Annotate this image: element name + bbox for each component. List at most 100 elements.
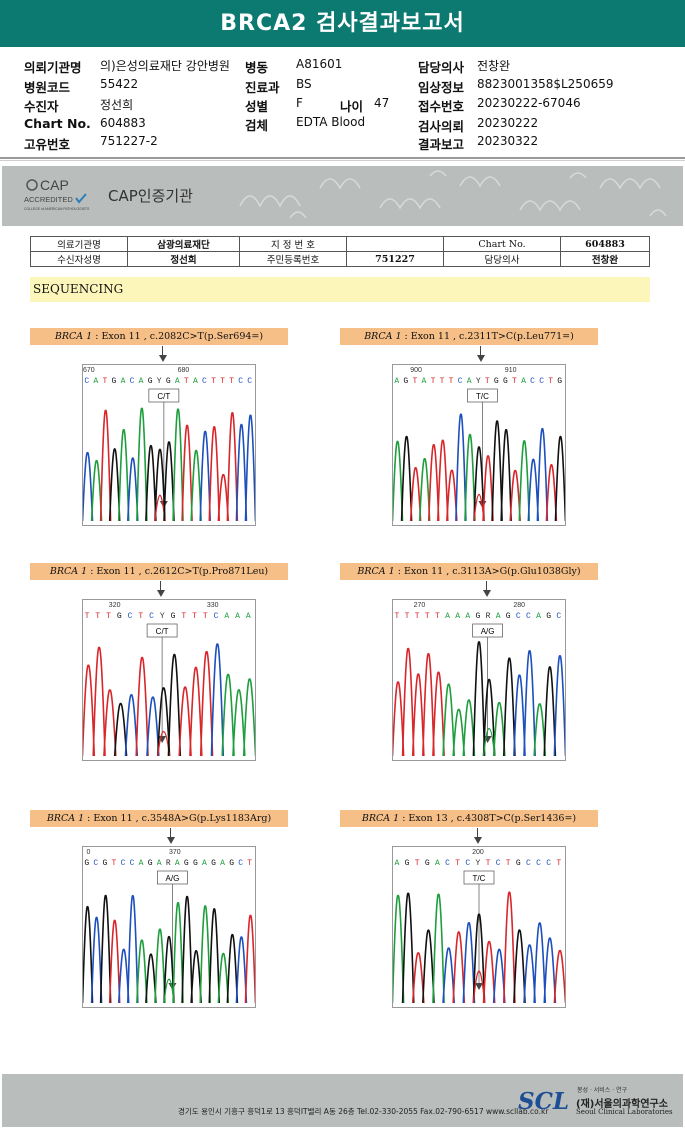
trace-peak <box>90 916 103 1004</box>
table-row: 의료기관명 삼광의료재단 지 정 번 호 Chart No. 604883 <box>30 236 650 252</box>
table-value: 전창완 <box>560 251 650 267</box>
base-call: G <box>193 859 198 868</box>
chromatogram: 320 330 T T T G C T C Y G T T T C A A A C/T <box>82 599 256 761</box>
trace-peak <box>533 703 547 757</box>
trace-peak <box>83 452 94 522</box>
base-call: G <box>506 612 511 621</box>
position-number: 270 <box>414 602 426 609</box>
base-call: A <box>93 377 98 386</box>
trace-peak <box>523 944 536 1004</box>
trace-peak <box>163 935 175 1004</box>
trace-peak <box>491 420 503 522</box>
trace-peak <box>172 902 184 1004</box>
base-call: G <box>475 612 480 621</box>
trace-peak <box>543 937 557 1004</box>
genotype-call: A/G <box>166 874 180 883</box>
info-label: 결과보고 <box>418 137 465 152</box>
position-number: 910 <box>505 367 517 374</box>
base-call: A <box>422 377 427 386</box>
trace-peak <box>411 673 425 757</box>
trace-peak <box>462 922 476 1004</box>
info-label: 고유번호 <box>24 137 71 152</box>
cloud-pattern <box>239 170 667 219</box>
base-call: G <box>494 377 499 386</box>
trace-peak <box>500 429 512 522</box>
info-value: 20230222-67046 <box>477 96 581 110</box>
info-label: 의뢰기관명 <box>24 60 82 75</box>
trace-peak <box>99 894 112 1004</box>
footer-address: 경기도 용인시 기흥구 흥덕1로 13 흥덕IT밸리 A동 26층 Tel.02… <box>178 1107 549 1116</box>
base-call: C <box>214 612 219 621</box>
trace-peak <box>422 653 435 757</box>
base-call: A <box>220 859 225 868</box>
trace-peak <box>545 464 558 522</box>
trace-peak <box>235 936 248 1004</box>
divider <box>0 160 685 161</box>
info-value: 47 <box>374 96 390 110</box>
base-call: A <box>445 612 450 621</box>
base-call: C <box>546 859 551 868</box>
cap-header <box>2 166 683 226</box>
base-call: C <box>496 859 501 868</box>
base-call: T <box>548 377 553 386</box>
report-title: BRCA2 검사결과보고서 <box>220 11 465 36</box>
gene-name: BRCA 1 <box>361 813 400 824</box>
base-call: Y <box>160 612 165 621</box>
trace-peak <box>226 934 239 1004</box>
base-call: G <box>546 612 551 621</box>
trace-peak <box>553 655 565 757</box>
base-call: T <box>192 612 197 621</box>
base-call: C <box>130 859 135 868</box>
trace-peak <box>154 448 166 522</box>
base-call: C <box>536 859 541 868</box>
trace-peak <box>83 664 96 757</box>
info-label: 수진자 <box>24 99 59 114</box>
base-call: G <box>148 859 153 868</box>
trace-peak <box>533 922 547 1004</box>
trace-peak <box>482 678 496 757</box>
info-label: Chart No. <box>24 116 91 131</box>
base-call: C <box>526 859 531 868</box>
base-call: T <box>211 377 216 386</box>
info-label: 임상정보 <box>418 80 465 95</box>
base-call: G <box>171 612 176 621</box>
info-value: 20230222 <box>477 116 539 130</box>
trace-peak <box>409 467 422 522</box>
base-call: T <box>395 612 400 621</box>
variant-description: : Exon 11 , c.3113A>G(p.Glu1038Gly) <box>394 566 581 577</box>
base-call: C <box>530 377 535 386</box>
base-call: G <box>425 859 430 868</box>
table-value: 정선희 <box>127 251 240 267</box>
trace-peak <box>244 914 255 1004</box>
trace-peak <box>502 657 516 757</box>
position-number: 680 <box>178 367 190 374</box>
trace-peak <box>217 952 230 1004</box>
position-number: 200 <box>472 849 484 856</box>
variant-caption: BRCA 1 : Exon 11 , c.3113A>G(p.Glu1038Gl… <box>340 563 598 580</box>
trace-peak <box>117 948 130 1004</box>
base-call: C <box>149 612 154 621</box>
base-call: T <box>138 612 143 621</box>
trace-peak <box>226 412 239 522</box>
base-call: T <box>220 377 225 386</box>
chromatogram: 0 370 G C G T C C A G A R A G G A G A G C T A/G <box>82 846 256 1008</box>
base-call: A <box>394 377 399 386</box>
base-call: A <box>435 859 440 868</box>
base-call: G <box>403 377 408 386</box>
position-number: 900 <box>410 367 422 374</box>
trace-peak <box>393 440 404 522</box>
trace-peak <box>163 441 175 522</box>
trace-peak <box>482 455 494 522</box>
base-call: G <box>166 377 171 386</box>
position-number: 0 <box>86 849 90 856</box>
trace-peak <box>145 445 157 522</box>
base-call: T <box>112 859 117 868</box>
sequencing-label: SEQUENCING <box>33 282 124 296</box>
base-call: C <box>202 377 207 386</box>
base-call: A <box>246 612 251 621</box>
base-call: T <box>95 612 100 621</box>
position-number: 330 <box>207 602 219 609</box>
variant-description: : Exon 13 , c.4308T>C(p.Ser1436=) <box>399 813 577 824</box>
base-call: T <box>486 859 491 868</box>
trace-peak <box>232 689 246 757</box>
